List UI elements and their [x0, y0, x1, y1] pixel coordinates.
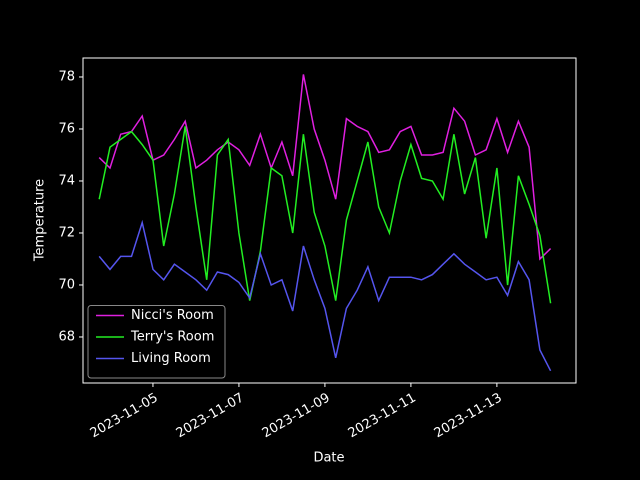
y-tick-label: 68 — [58, 329, 75, 344]
legend-label: Nicci's Room — [131, 308, 214, 323]
y-tick-label: 78 — [58, 69, 75, 84]
legend-box — [87, 305, 226, 379]
y-tick-label: 70 — [58, 277, 75, 292]
x-axis-label: Date — [313, 451, 344, 466]
series-line — [98, 74, 552, 261]
y-tick-label: 72 — [58, 225, 75, 240]
series-line — [98, 219, 552, 372]
plot-frame — [82, 57, 577, 384]
y-tick-label: 74 — [58, 173, 75, 188]
y-tick-label: 76 — [58, 121, 75, 136]
legend-label: Living Room — [131, 351, 211, 366]
series-line — [98, 126, 552, 304]
y-axis-label: Temperature — [33, 179, 48, 262]
legend-label: Terry's Room — [130, 330, 214, 345]
